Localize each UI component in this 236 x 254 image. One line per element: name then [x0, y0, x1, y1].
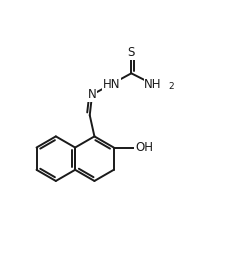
Text: OH: OH	[135, 141, 153, 154]
Text: HN: HN	[103, 77, 120, 90]
Text: S: S	[128, 46, 135, 59]
Text: N: N	[88, 88, 97, 101]
Text: 2: 2	[169, 82, 174, 91]
Text: NH: NH	[144, 77, 161, 90]
